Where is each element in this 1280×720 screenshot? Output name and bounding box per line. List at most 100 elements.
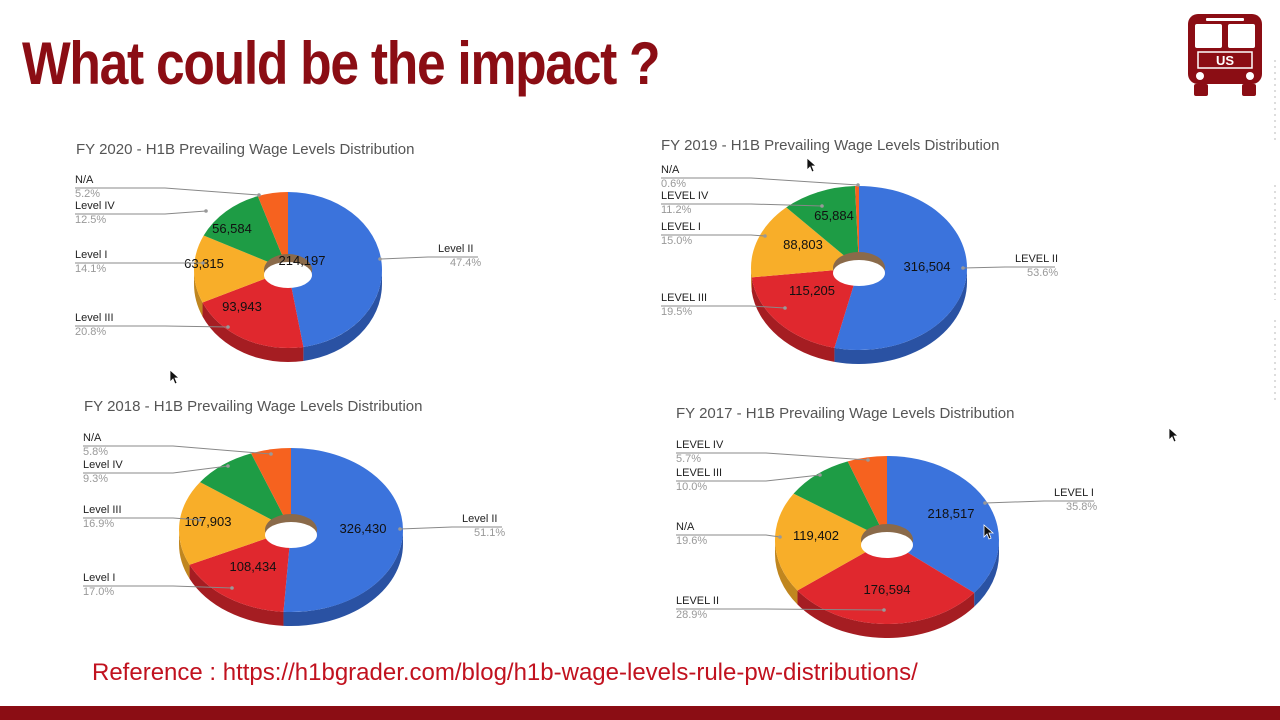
- pie-slice-side: [974, 540, 1000, 607]
- pie-slice[interactable]: [797, 540, 975, 625]
- legend-label: Level III: [75, 312, 114, 324]
- leader-dot: [763, 234, 767, 238]
- leader-dot: [882, 608, 886, 612]
- legend-percent: 15.0%: [661, 235, 692, 247]
- scrollbar-track[interactable]: [1270, 0, 1280, 706]
- slice-value-label: 56,584: [212, 221, 252, 236]
- pie-slice[interactable]: [251, 448, 291, 530]
- reference-line: Reference : https://h1bgrader.com/blog/h…: [92, 659, 918, 687]
- leader-line: [676, 534, 781, 538]
- mouse-cursor-icon: [1168, 427, 1180, 443]
- legend-label: Level I: [83, 572, 115, 584]
- leader-line: [75, 210, 207, 215]
- pie-slice[interactable]: [257, 192, 288, 270]
- pie-slice-side: [303, 270, 382, 361]
- pie-slice[interactable]: [288, 192, 383, 347]
- legend-percent: 53.6%: [1027, 267, 1058, 279]
- leader-line: [676, 608, 885, 611]
- chart-title: FY 2020 - H1B Prevailing Wage Levels Dis…: [76, 141, 415, 158]
- legend-percent: 51.1%: [474, 527, 505, 539]
- pie-slice-side: [202, 302, 304, 362]
- pie-slice[interactable]: [751, 207, 859, 278]
- slide-title: What could be the impact ?: [22, 30, 661, 97]
- reference-link[interactable]: https://h1bgrader.com/blog/h1b-wage-leve…: [222, 659, 918, 686]
- pie-chart: FY 2019 - H1B Prevailing Wage Levels Dis…: [661, 137, 1058, 364]
- leader-dot: [226, 464, 230, 468]
- leader-line: [399, 526, 502, 530]
- leader-line: [83, 517, 201, 521]
- mouse-cursor-icon: [169, 369, 181, 385]
- donut-hole: [264, 262, 312, 288]
- legend-percent: 5.2%: [75, 188, 100, 200]
- slice-value-label: 107,903: [185, 514, 232, 529]
- pie-slice[interactable]: [189, 530, 291, 612]
- pie-slice[interactable]: [200, 453, 291, 530]
- pie-slice-side: [179, 530, 190, 579]
- pie-slice[interactable]: [775, 493, 887, 591]
- slice-value-label: 65,884: [814, 208, 854, 223]
- legend-label: LEVEL II: [1015, 253, 1058, 265]
- leader-line: [83, 465, 229, 474]
- pie-slice[interactable]: [203, 196, 288, 270]
- leader-line: [83, 445, 272, 455]
- pie-chart: FY 2017 - H1B Prevailing Wage Levels Dis…: [676, 405, 1097, 639]
- leader-dot: [398, 527, 402, 531]
- bottom-brand-bar: [0, 706, 1280, 720]
- pie-slice[interactable]: [854, 186, 859, 268]
- legend-label: LEVEL IV: [661, 190, 709, 202]
- leader-dot: [778, 535, 782, 539]
- pie-slice-side: [834, 268, 967, 364]
- mouse-cursor-icon: [983, 524, 995, 540]
- legend-label: N/A: [661, 164, 680, 176]
- leader-line: [75, 325, 229, 328]
- pie-slice-side: [775, 540, 798, 605]
- leader-dot: [378, 257, 382, 261]
- slice-value-label: 108,434: [230, 559, 277, 574]
- pie-slice[interactable]: [283, 448, 404, 612]
- pie-slice[interactable]: [179, 482, 291, 565]
- mouse-cursor-icon: [806, 157, 818, 173]
- pie-slice-side: [194, 270, 203, 317]
- donut-hole: [861, 532, 913, 558]
- legend-percent: 19.5%: [661, 306, 692, 318]
- chart-title: FY 2017 - H1B Prevailing Wage Levels Dis…: [676, 405, 1015, 422]
- legend-percent: 14.1%: [75, 263, 106, 275]
- legend-percent: 16.9%: [83, 518, 114, 530]
- legend-percent: 5.8%: [83, 446, 108, 458]
- donut-hole: [265, 522, 317, 548]
- legend-percent: 35.8%: [1066, 501, 1097, 513]
- pie-slice-side: [751, 277, 835, 362]
- leader-line: [83, 585, 233, 589]
- slice-value-label: 88,803: [783, 237, 823, 252]
- leader-dot: [983, 501, 987, 505]
- leader-dot: [269, 452, 273, 456]
- leader-dot: [961, 266, 965, 270]
- slice-value-label: 218,517: [928, 506, 975, 521]
- leader-line: [661, 177, 859, 186]
- pie-slice[interactable]: [786, 186, 859, 268]
- reference-label: Reference :: [92, 659, 223, 686]
- leader-dot: [820, 204, 824, 208]
- pie-chart: FY 2020 - H1B Prevailing Wage Levels Dis…: [75, 141, 481, 362]
- leader-line: [661, 305, 786, 309]
- pie-chart: FY 2018 - H1B Prevailing Wage Levels Dis…: [83, 398, 505, 626]
- pie-slice[interactable]: [751, 268, 859, 348]
- pie-slice[interactable]: [834, 186, 967, 350]
- legend-label: N/A: [83, 432, 102, 444]
- legend-percent: 17.0%: [83, 586, 114, 598]
- pie-slice[interactable]: [847, 456, 887, 540]
- legend-label: LEVEL IV: [676, 439, 724, 451]
- legend-label: N/A: [676, 521, 695, 533]
- pie-slice-side: [751, 268, 752, 292]
- leader-dot: [201, 261, 205, 265]
- leader-dot: [198, 518, 202, 522]
- leader-line: [984, 500, 1094, 504]
- pie-slice[interactable]: [193, 235, 288, 303]
- pie-slice[interactable]: [887, 456, 999, 593]
- slice-value-label: 93,943: [222, 299, 262, 314]
- leader-dot: [226, 325, 230, 329]
- pie-slice-side: [797, 590, 975, 639]
- slice-value-label: 214,197: [279, 253, 326, 268]
- leader-line: [661, 203, 823, 207]
- pie-slice[interactable]: [793, 461, 887, 540]
